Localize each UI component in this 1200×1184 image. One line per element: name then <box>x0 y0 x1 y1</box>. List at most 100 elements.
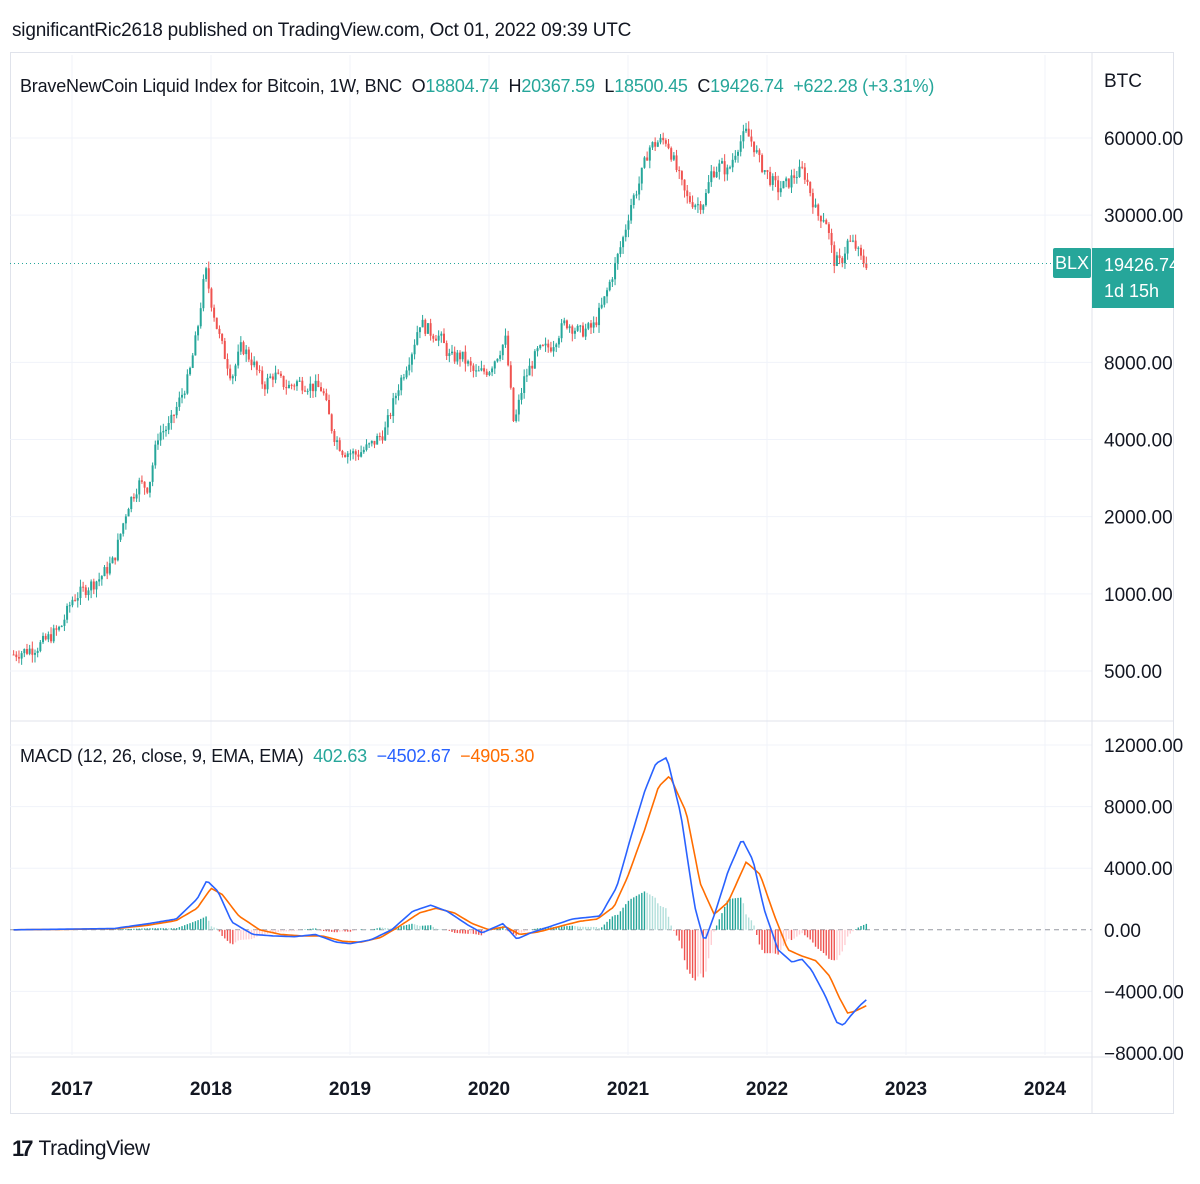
time-tick-label: 2017 <box>51 1079 93 1100</box>
candle-body <box>213 307 216 318</box>
candle-body <box>731 159 734 168</box>
candle-body <box>146 487 149 493</box>
candle-body <box>82 586 85 588</box>
candle-body <box>448 353 451 356</box>
candle-body <box>614 262 617 280</box>
candle-body <box>656 142 659 147</box>
candle-body <box>312 383 315 392</box>
candle-body <box>148 481 151 493</box>
time-tick-label: 2018 <box>190 1079 232 1100</box>
candle-body <box>314 380 317 392</box>
candle-body <box>424 319 427 334</box>
time-tick-label: 2024 <box>1024 1079 1067 1100</box>
candle-body <box>127 509 130 517</box>
candle-body <box>330 414 333 432</box>
candle-body <box>432 335 435 339</box>
candle-body <box>793 175 796 178</box>
candle-body <box>715 171 718 178</box>
candle-body <box>865 263 868 269</box>
candle-body <box>271 376 274 380</box>
candle-body <box>173 414 176 416</box>
price-tick-label: 2000.00 <box>1104 508 1173 529</box>
candle-body <box>798 166 801 178</box>
close-label: C <box>697 76 711 96</box>
symbol-badge: BLX <box>1053 248 1091 278</box>
candle-body <box>210 288 213 308</box>
candle-body <box>496 358 499 362</box>
candle-body <box>750 136 753 142</box>
candle-body <box>587 323 590 329</box>
candle-body <box>630 205 633 221</box>
candle-body <box>758 150 761 156</box>
candle-body <box>253 361 256 366</box>
candle-body <box>737 151 740 156</box>
candle-body <box>742 131 745 142</box>
candle-body <box>763 170 766 172</box>
candle-body <box>338 440 341 452</box>
candle-body <box>440 333 443 336</box>
candle-body <box>306 390 309 392</box>
axes: 2017 2018 2019 2020 2021 2022 2023 2024 60000.00… <box>10 52 1184 1114</box>
candle-body <box>170 414 173 424</box>
price-tick-label: 500.00 <box>1104 662 1162 683</box>
candle-body <box>341 451 344 455</box>
candle-body <box>806 179 809 182</box>
candle-body <box>525 375 528 377</box>
candle-body <box>394 395 397 399</box>
candle-body <box>194 335 197 356</box>
candle-body <box>344 454 347 457</box>
candle-body <box>833 245 836 266</box>
candle-body <box>822 220 825 222</box>
candle-body <box>186 374 189 394</box>
candle-body <box>734 155 737 160</box>
candle-body <box>453 351 456 362</box>
candle-body <box>87 590 90 596</box>
candle-body <box>309 383 312 391</box>
macd-tick-label: 4000.00 <box>1104 859 1173 880</box>
candle-body <box>475 370 478 372</box>
candle-body <box>434 338 437 341</box>
brand-name: TradingView <box>38 1137 150 1160</box>
candle-body <box>191 355 194 368</box>
candle-body <box>52 628 55 642</box>
candle-body <box>34 652 37 655</box>
candle-body <box>579 325 582 327</box>
candle-body <box>606 290 609 297</box>
candle-body <box>360 452 363 457</box>
candle-body <box>520 392 523 400</box>
macd-value: −4502.67 <box>376 746 451 766</box>
candle-body <box>247 349 250 360</box>
candle-body <box>95 581 98 590</box>
candle-body <box>229 368 232 379</box>
candle-body <box>467 361 470 364</box>
candle-body <box>509 365 512 388</box>
candle-body <box>237 351 240 366</box>
candle-body <box>138 480 141 495</box>
candle-body <box>328 400 331 415</box>
time-tick-label: 2019 <box>329 1079 371 1100</box>
candle-body <box>189 367 192 375</box>
candle-body <box>376 435 379 445</box>
candle-body <box>817 204 820 216</box>
price-tick-label: 30000.00 <box>1104 206 1183 227</box>
candle-body <box>368 443 371 445</box>
candle-body <box>568 326 571 329</box>
time-tick-label: 2021 <box>607 1079 650 1100</box>
candle-body <box>686 190 689 197</box>
candle-body <box>66 605 69 620</box>
candle-body <box>795 177 798 179</box>
change-value: +622.28 (+3.31%) <box>793 76 935 96</box>
candle-body <box>777 180 780 193</box>
tradingview-logo[interactable]: 17 TradingView <box>12 1136 150 1162</box>
candle-body <box>389 415 392 417</box>
candle-body <box>841 258 844 264</box>
candle-body <box>859 247 862 256</box>
candle-body <box>418 327 421 333</box>
candle-body <box>557 338 560 345</box>
candle-body <box>413 344 416 355</box>
candle-body <box>239 342 242 352</box>
candle-body <box>47 634 50 640</box>
close-value: 19426.74 <box>710 76 784 96</box>
candle-body <box>785 178 788 182</box>
